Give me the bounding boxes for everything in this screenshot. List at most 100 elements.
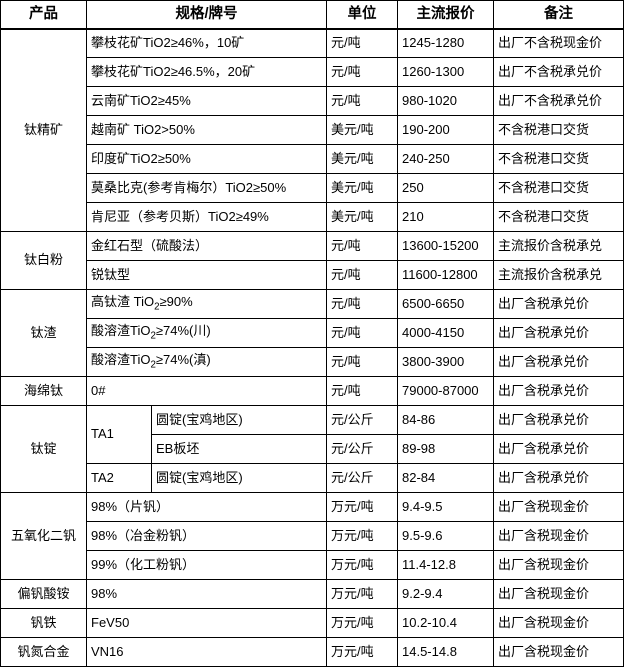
remark-cell: 不含税港口交货: [493, 202, 624, 232]
chemical-subscript: 2: [150, 330, 156, 342]
price-cell: 79000-87000: [397, 376, 494, 406]
remark-cell: 不含税港口交货: [493, 173, 624, 203]
column-header-product: 产品: [0, 0, 87, 30]
spec-cell: FeV50: [86, 608, 327, 638]
product-name-cell: 钛锭: [0, 405, 87, 493]
table-row: 攀枝花矿TiO2≥46.5%，20矿 元/吨 1260-1300 出厂不含税承兑价: [1, 57, 624, 87]
spec-cell: 莫桑比克(参考肯梅尔）TiO2≥50%: [86, 173, 327, 203]
spec-cell: VN16: [86, 637, 327, 667]
price-cell: 6500-6650: [397, 289, 494, 319]
table-row: 偏钒酸铵 98% 万元/吨 9.2-9.4 出厂含税现金价: [0, 579, 624, 609]
price-cell: 3800-3900: [397, 347, 494, 377]
product-name-cell: 钛精矿: [0, 28, 87, 232]
table-body: 钛精矿 攀枝花矿TiO2≥46%，10矿 元/吨 1245-1280 出厂不含税现金价攀…: [0, 28, 624, 667]
price-cell: 4000-4150: [397, 318, 494, 348]
spec-cell: 98%: [86, 579, 327, 609]
price-cell: 210: [397, 202, 494, 232]
column-header-price: 主流报价: [397, 0, 494, 30]
price-cell: 14.5-14.8: [397, 637, 494, 667]
price-cell: 10.2-10.4: [397, 608, 494, 638]
remark-cell: 主流报价含税承兑: [493, 260, 624, 290]
price-cell: 9.2-9.4: [397, 579, 494, 609]
unit-cell: 万元/吨: [326, 579, 398, 609]
price-cell: 84-86: [397, 405, 494, 435]
spec-cell: 攀枝花矿TiO2≥46%，10矿: [86, 28, 327, 58]
table-row: 钛精矿 攀枝花矿TiO2≥46%，10矿 元/吨 1245-1280 出厂不含税现金价: [0, 28, 624, 232]
unit-cell: 元/公斤: [326, 405, 398, 435]
grade-cell: TA2: [86, 463, 152, 493]
product-name-cell: 钒氮合金: [0, 637, 87, 667]
spec-cell: 圆锭(宝鸡地区): [151, 405, 327, 435]
table-row: 锐钛型 元/吨 11600-12800 主流报价含税承兑: [1, 260, 624, 290]
product-name-cell: 钛渣: [0, 289, 87, 377]
unit-cell: 万元/吨: [326, 521, 398, 551]
remark-cell: 出厂含税承兑价: [493, 376, 624, 406]
table-row: 钛锭 TA1 圆锭(宝鸡地区) 元/公斤 84-86 出厂含税承兑价: [0, 405, 624, 493]
table-row: 印度矿TiO2≥50% 美元/吨 240-250 不含税港口交货: [1, 144, 624, 174]
product-name-cell: 钛白粉: [0, 231, 87, 290]
unit-cell: 元/吨: [326, 347, 398, 377]
table-row: 莫桑比克(参考肯梅尔）TiO2≥50% 美元/吨 250 不含税港口交货: [1, 173, 624, 203]
unit-cell: 万元/吨: [326, 492, 398, 522]
table-row: 钒氮合金 VN16 万元/吨 14.5-14.8 出厂含税现金价: [0, 637, 624, 667]
spec-cell: 99%（化工粉钒）: [86, 550, 327, 580]
unit-cell: 万元/吨: [326, 637, 398, 667]
spec-cell: 云南矿TiO2≥45%: [86, 86, 327, 116]
unit-cell: 元/吨: [326, 86, 398, 116]
price-cell: 11.4-12.8: [397, 550, 494, 580]
spec-cell: 酸溶渣TiO2≥74%(川): [86, 318, 327, 348]
unit-cell: 万元/吨: [326, 608, 398, 638]
spec-cell: 98%（冶金粉钒）: [86, 521, 327, 551]
price-cell: 1260-1300: [397, 57, 494, 87]
product-name-cell: 五氧化二钒: [0, 492, 87, 580]
product-name-cell: 钒铁: [0, 608, 87, 638]
unit-cell: 元/公斤: [326, 434, 398, 464]
spec-cell: 0#: [86, 376, 327, 406]
spec-cell: 锐钛型: [86, 260, 327, 290]
remark-cell: 出厂含税现金价: [493, 637, 624, 667]
product-name-cell: 海绵钛: [0, 376, 87, 406]
remark-cell: 出厂含税承兑价: [493, 318, 624, 348]
price-cell: 240-250: [397, 144, 494, 174]
spec-cell: 98%（片钒）: [86, 492, 327, 522]
remark-cell: 出厂不含税承兑价: [493, 86, 624, 116]
remark-cell: 不含税港口交货: [493, 144, 624, 174]
remark-cell: 出厂含税现金价: [493, 608, 624, 638]
table-row: 98%（冶金粉钒） 万元/吨 9.5-9.6 出厂含税现金价: [1, 521, 624, 551]
unit-cell: 元/吨: [326, 289, 398, 319]
price-cell: 1245-1280: [397, 28, 494, 58]
remark-cell: 出厂含税承兑价: [493, 289, 624, 319]
spec-cell: 肯尼亚（参考贝斯）TiO2≥49%: [86, 202, 327, 232]
price-cell: 82-84: [397, 463, 494, 493]
unit-cell: 元/吨: [326, 231, 398, 261]
price-cell: 13600-15200: [397, 231, 494, 261]
grade-cell: TA1: [86, 405, 152, 464]
unit-cell: 美元/吨: [326, 173, 398, 203]
price-cell: 190-200: [397, 115, 494, 145]
table-row: 海绵钛 0# 元/吨 79000-87000 出厂含税承兑价: [0, 376, 624, 406]
spec-cell: 高钛渣 TiO2≥90%: [86, 289, 327, 319]
table-row: 越南矿 TiO2>50% 美元/吨 190-200 不含税港口交货: [1, 115, 624, 145]
table-row: 钛渣 高钛渣 TiO2≥90% 元/吨 6500-6650 出厂含税承兑价: [0, 289, 624, 377]
unit-cell: 元/吨: [326, 260, 398, 290]
price-cell: 11600-12800: [397, 260, 494, 290]
table-row: TA2 圆锭(宝鸡地区) 元/公斤 82-84 出厂含税承兑价: [1, 463, 624, 493]
unit-cell: 元/吨: [326, 57, 398, 87]
spec-cell: 印度矿TiO2≥50%: [86, 144, 327, 174]
spec-cell: 酸溶渣TiO2≥74%(滇): [86, 347, 327, 377]
remark-cell: 出厂含税承兑价: [493, 347, 624, 377]
chemical-subscript: 2: [150, 359, 156, 371]
unit-cell: 元/公斤: [326, 463, 398, 493]
unit-cell: 美元/吨: [326, 144, 398, 174]
spec-cell: 攀枝花矿TiO2≥46.5%，20矿: [86, 57, 327, 87]
spec-cell: 越南矿 TiO2>50%: [86, 115, 327, 145]
table-row: 酸溶渣TiO2≥74%(滇) 元/吨 3800-3900 出厂含税承兑价: [1, 347, 624, 377]
unit-cell: 万元/吨: [326, 550, 398, 580]
remark-cell: 出厂含税现金价: [493, 550, 624, 580]
remark-cell: 出厂含税承兑价: [493, 463, 624, 493]
remark-cell: 出厂含税承兑价: [493, 405, 624, 435]
table-row: 99%（化工粉钒） 万元/吨 11.4-12.8 出厂含税现金价: [1, 550, 624, 580]
remark-cell: 出厂不含税现金价: [493, 28, 624, 58]
table-row: 钒铁 FeV50 万元/吨 10.2-10.4 出厂含税现金价: [0, 608, 624, 638]
